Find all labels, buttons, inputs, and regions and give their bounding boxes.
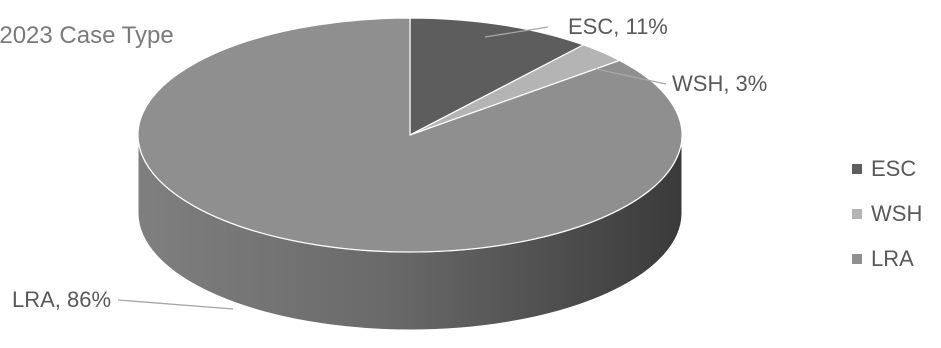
leader-line-esc <box>484 26 549 38</box>
leader-line-lra <box>117 299 234 310</box>
leader-line-wsh <box>595 68 667 85</box>
data-label-group: ESC, 11% WSH, 3% LRA, 86% <box>12 14 767 312</box>
pie-slice-lra <box>137 17 683 253</box>
chart-title: 2-2023 Case Type <box>0 22 174 49</box>
data-label-lra: LRA, 86% <box>12 287 111 312</box>
legend-item-lra: LRA <box>852 236 941 281</box>
legend-item-esc: ESC <box>852 146 941 191</box>
legend-label-lra: LRA <box>871 245 914 271</box>
legend-swatch-esc <box>852 163 862 174</box>
data-label-esc: ESC, 11% <box>568 14 668 39</box>
legend-label-wsh: WSH <box>871 200 923 226</box>
legend-label-esc: ESC <box>871 155 917 181</box>
chart-legend: ESC WSH LRA <box>852 146 941 281</box>
data-label-wsh: WSH, 3% <box>672 71 767 96</box>
pie-slice-esc <box>409 17 585 136</box>
leader-line-group <box>117 26 667 310</box>
legend-item-wsh: WSH <box>852 191 941 236</box>
legend-swatch-lra <box>852 253 862 264</box>
legend-swatch-wsh <box>852 208 862 219</box>
pie-top-group <box>137 17 683 253</box>
